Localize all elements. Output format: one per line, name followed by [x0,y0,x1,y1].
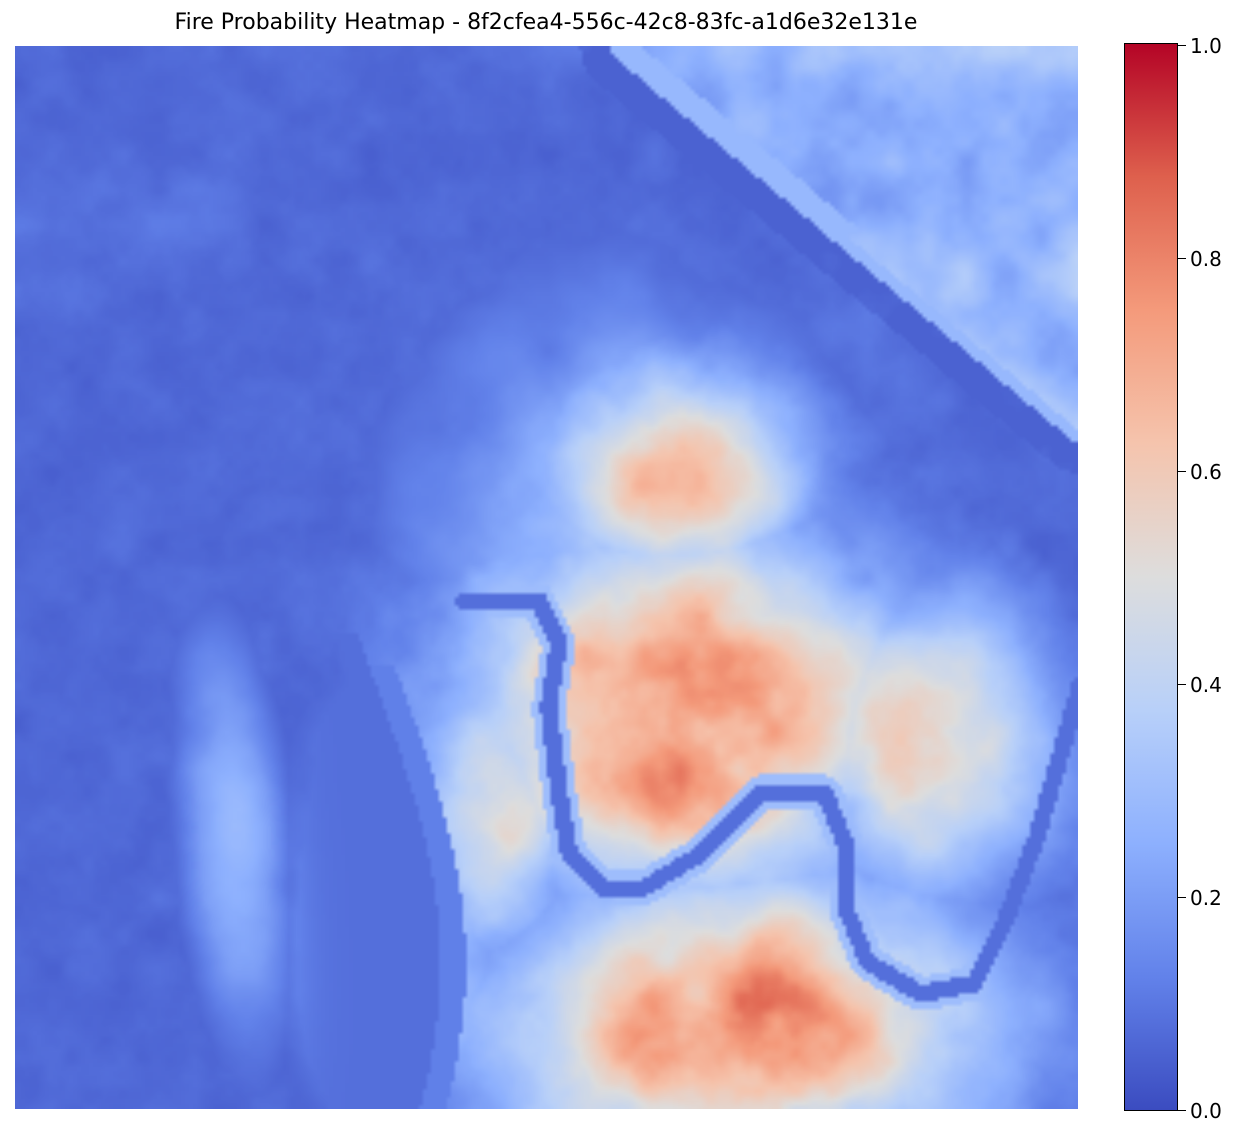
colorbar-tick-label: 0.8 [1190,246,1222,271]
heatmap-plot [15,46,1078,1109]
colorbar-tick-label: 0.4 [1190,672,1222,697]
chart-title: Fire Probability Heatmap - 8f2cfea4-556c… [174,10,918,35]
colorbar-tick-label: 1.0 [1190,33,1222,58]
colorbar-tick [1178,1109,1186,1111]
colorbar-tick-label: 0.6 [1190,459,1222,484]
colorbar [1124,43,1178,1111]
colorbar-tick [1178,257,1186,259]
heatmap-image [15,46,1078,1109]
colorbar-tick [1178,683,1186,685]
colorbar-tick [1178,896,1186,898]
colorbar-tick-label: 0.0 [1190,1098,1222,1123]
colorbar-tick [1178,44,1186,46]
colorbar-tick-label: 0.2 [1190,885,1222,910]
colorbar-tick [1178,470,1186,472]
